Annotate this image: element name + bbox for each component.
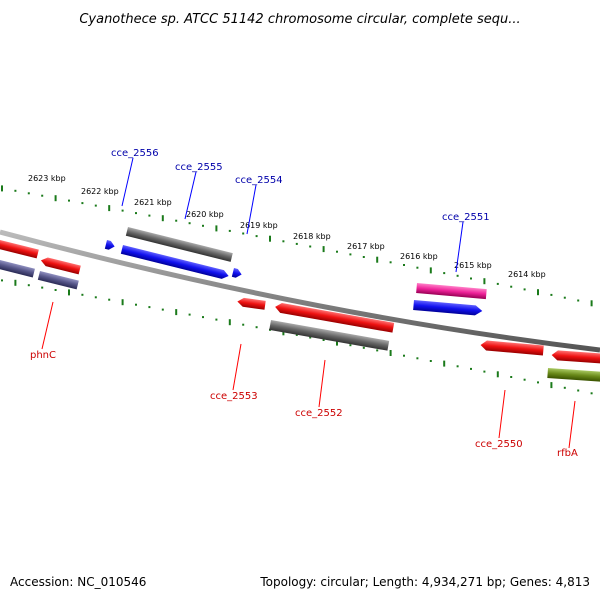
gene-label-rfbA[interactable]: rfbA (557, 448, 578, 459)
ruler-label-2623: 2623 kbp (28, 174, 66, 183)
leader-line-phnC (41, 301, 54, 350)
gene-arrow-gray-cce-2552[interactable] (269, 320, 390, 351)
ruler-label-2615: 2615 kbp (454, 261, 492, 270)
leader-line-rfbA (568, 400, 576, 449)
gene-arrow-blue-cce-2554[interactable] (231, 268, 243, 279)
leader-line-cce-2554 (246, 184, 257, 235)
ruler-label-2622: 2622 kbp (81, 187, 119, 196)
leader-line-cce-2553 (232, 343, 242, 391)
gene-arrow-blue-cce-2551[interactable] (413, 300, 483, 316)
leader-line-cce-2550 (498, 389, 506, 439)
gene-arrow-blue-cce-2556[interactable] (104, 240, 116, 251)
gene-label-cce-2552[interactable]: cce_2552 (295, 408, 343, 419)
gene-label-cce-2554[interactable]: cce_2554 (235, 175, 283, 186)
gene-arrow-slate-phnC[interactable] (37, 271, 79, 290)
gene-arrow-red-cce-2553[interactable] (237, 297, 266, 310)
leader-line-cce-2552 (318, 359, 326, 408)
gene-label-cce-2555[interactable]: cce_2555 (175, 162, 223, 173)
map-title: Cyanothece sp. ATCC 51142 chromosome cir… (79, 12, 520, 27)
gene-label-cce-2551[interactable]: cce_2551 (442, 212, 490, 223)
ruler-label-2618: 2618 kbp (293, 232, 331, 241)
leader-line-cce-2555 (184, 171, 197, 220)
gene-label-cce-2553[interactable]: cce_2553 (210, 391, 258, 402)
gene-arrow-red-left-upper[interactable] (0, 240, 39, 259)
gene-arrow-red-cce-2550[interactable] (480, 340, 544, 356)
outer-tick-track (1, 185, 593, 307)
ruler-label-2619: 2619 kbp (240, 221, 278, 230)
gene-label-phnC[interactable]: phnC (30, 350, 56, 361)
ruler-label-2617: 2617 kbp (347, 242, 385, 251)
leader-line-cce-2551 (455, 221, 464, 273)
ruler-label-2616: 2616 kbp (400, 252, 438, 261)
gene-label-cce-2550[interactable]: cce_2550 (475, 439, 523, 450)
gene-arrow-blue-cce-2555[interactable] (120, 245, 230, 280)
gene-arrow-gray-cce-2555[interactable] (125, 227, 233, 262)
gene-arrow-pink-cce-2551[interactable] (416, 283, 487, 300)
gene-arrow-red-cce-2552[interactable] (274, 302, 395, 333)
chromosome-backbone (0, 229, 600, 353)
genome-summary-text: Topology: circular; Length: 4,934,271 bp… (259, 575, 590, 589)
gene-label-cce-2556[interactable]: cce_2556 (111, 148, 159, 159)
ruler-label-2620: 2620 kbp (186, 210, 224, 219)
gene-arrow-slate-left-upper[interactable] (0, 260, 35, 278)
ruler-label-2614: 2614 kbp (508, 270, 546, 279)
gene-arrow-red-left-lower[interactable] (40, 256, 81, 275)
leader-line-cce-2556 (121, 157, 134, 207)
accession-text: Accession: NC_010546 (10, 575, 146, 589)
ruler-label-2621: 2621 kbp (134, 198, 172, 207)
gene-arrow-red-rfbA-upper[interactable] (551, 350, 600, 364)
gene-arrow-olive-rfbA[interactable] (547, 368, 600, 382)
